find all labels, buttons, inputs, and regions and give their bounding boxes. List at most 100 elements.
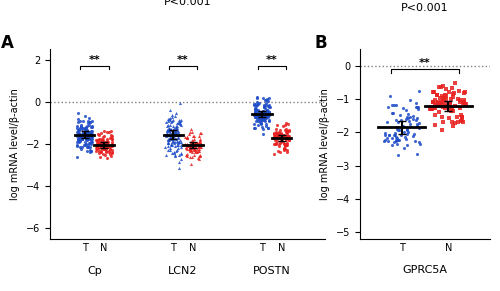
Point: [108, 148, 116, 152]
Point: [100, 142, 108, 146]
Point: [100, 146, 108, 151]
Point: [191, 148, 199, 152]
Point: [103, 156, 111, 160]
Point: [256, 110, 264, 114]
Point: [196, 145, 204, 149]
Point: [168, 151, 175, 156]
Point: [88, 139, 96, 144]
Point: [176, 118, 184, 122]
Point: [166, 126, 174, 131]
Point: [76, 124, 84, 129]
Point: [415, 89, 423, 94]
Point: [388, 111, 396, 115]
Point: [100, 129, 108, 133]
Point: [275, 136, 283, 141]
Point: [255, 116, 263, 120]
Point: [394, 127, 402, 132]
Point: [188, 141, 196, 146]
Point: [262, 108, 270, 113]
Point: [275, 133, 283, 137]
Point: [80, 129, 88, 134]
Point: [82, 142, 90, 146]
Point: [272, 131, 280, 136]
Point: [102, 150, 110, 154]
Point: [274, 148, 281, 153]
Point: [100, 145, 108, 149]
Point: [392, 132, 400, 137]
Point: [276, 134, 284, 138]
Point: [270, 152, 278, 156]
Point: [433, 102, 441, 107]
Point: [392, 141, 400, 146]
Point: [170, 130, 177, 134]
Point: [168, 119, 176, 124]
Point: [86, 149, 94, 153]
Point: [108, 151, 116, 156]
Point: [106, 147, 114, 151]
Point: [282, 130, 290, 134]
Point: [406, 122, 414, 126]
Point: [74, 127, 82, 132]
Point: [388, 111, 396, 116]
Point: [256, 112, 264, 117]
Point: [186, 142, 194, 147]
Point: [168, 112, 176, 117]
Point: [174, 136, 182, 141]
Point: [402, 117, 410, 122]
Point: [106, 149, 114, 153]
Point: [80, 143, 88, 147]
Point: [168, 137, 175, 142]
Point: [394, 125, 402, 129]
Point: [272, 136, 280, 140]
Point: [83, 131, 91, 135]
Point: [254, 112, 262, 117]
Point: [426, 107, 434, 111]
Point: [87, 129, 95, 134]
Point: [275, 142, 283, 146]
Point: [170, 129, 178, 134]
Point: [98, 143, 106, 147]
Point: [85, 135, 93, 139]
Point: [78, 131, 86, 136]
Point: [162, 123, 170, 128]
Point: [175, 132, 183, 137]
Point: [106, 153, 114, 158]
Point: [170, 114, 178, 118]
Point: [440, 96, 448, 101]
Point: [404, 130, 412, 134]
Point: [168, 115, 176, 120]
Point: [274, 144, 282, 149]
Point: [174, 121, 182, 125]
Point: [170, 132, 177, 136]
Title: P<0.001: P<0.001: [164, 0, 212, 7]
Point: [88, 136, 96, 141]
Point: [168, 132, 176, 136]
Point: [172, 148, 180, 153]
Point: [182, 134, 190, 139]
Point: [174, 121, 182, 125]
Point: [168, 142, 175, 146]
Point: [254, 100, 262, 104]
Point: [264, 126, 272, 130]
Point: [166, 108, 174, 113]
Point: [174, 141, 182, 146]
Point: [190, 143, 198, 148]
Point: [257, 116, 265, 120]
Point: [195, 147, 203, 152]
Point: [190, 137, 198, 142]
Point: [439, 120, 447, 125]
Point: [262, 122, 270, 127]
Point: [88, 125, 96, 130]
Point: [440, 106, 448, 110]
Point: [458, 117, 466, 122]
Point: [428, 90, 436, 94]
Point: [83, 149, 91, 154]
Point: [86, 120, 94, 124]
Point: [441, 92, 449, 97]
Point: [397, 118, 405, 123]
Point: [438, 127, 446, 132]
Point: [164, 126, 172, 131]
Point: [86, 135, 94, 140]
Point: [260, 115, 268, 120]
Point: [250, 121, 258, 126]
